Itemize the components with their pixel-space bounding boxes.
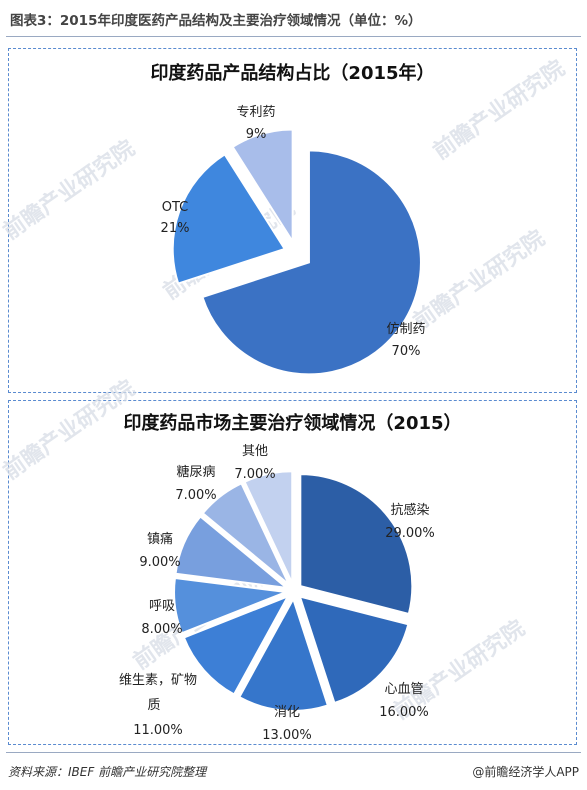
chart-panel-2: 印度药品市场主要治疗领域情况（2015） <box>8 400 577 745</box>
pie-2-slice-2-4 <box>182 594 291 696</box>
pie-2-value-label: 16.00% <box>379 705 429 720</box>
pie-2-value-label: 7.00% <box>234 467 275 482</box>
pie-2-value-label: 29.00% <box>385 526 435 541</box>
chart-panel-1: 印度药品产品结构占比（2015年） <box>8 48 577 393</box>
pie-2-category-label: 其他 <box>242 444 268 459</box>
pie-1-value-label: 70% <box>392 344 421 359</box>
pie-2-category-label: 心血管 <box>384 682 423 697</box>
pie-2-slice-2-2 <box>298 595 410 705</box>
watermark-text: 前瞻产业研究院 <box>429 55 570 165</box>
pie-2-category-label-cont: 质 <box>147 698 160 713</box>
pie-1-slice-1-3 <box>231 128 294 245</box>
pie-1-category-label: 仿制药 <box>386 322 425 337</box>
pie-1-slice-1-1 <box>201 149 422 376</box>
pie-2-category-label: 维生素，矿物 <box>119 673 197 688</box>
pie-2-slice-2-3 <box>237 596 330 712</box>
bottom-rule <box>6 752 581 753</box>
watermark-text: 前瞻产业研究院 <box>0 135 140 245</box>
pie-chart-2: 抗感染 29.00% 心血管 16.00% 消化 13.00% 维生素，矿物质 11.00% 呼… <box>119 444 435 743</box>
pie-chart-1: 仿制药 70% OTC 21% 专利药 9% <box>161 105 426 376</box>
pie-1-category-label: 专利药 <box>236 105 275 120</box>
pie-2-value-label: 8.00% <box>141 622 182 637</box>
pie-2-value-label: 11.00% <box>133 723 183 738</box>
figure-title: 图表3：2015年印度医药产品结构及主要治疗领域情况（单位：%） <box>10 13 422 29</box>
watermark-text: 前瞻产业研究院 <box>409 225 550 335</box>
pie-2-category-label: 糖尿病 <box>176 464 215 480</box>
source-note: 资料来源：IBEF 前瞻产业研究院整理 <box>8 765 207 779</box>
chart-1-title: 印度药品产品结构占比（2015年） <box>150 63 435 84</box>
pie-2-value-label: 13.00% <box>262 728 312 743</box>
pie-1-slice-1-2 <box>171 152 287 285</box>
credit-note: @前瞻经济学人APP <box>472 765 579 779</box>
pie-1-category-label: OTC <box>162 200 189 215</box>
pie-2-category-label: 抗感染 <box>390 502 429 518</box>
pie-2-slice-2-5 <box>173 576 287 635</box>
pie-2-value-label: 9.00% <box>139 555 180 570</box>
pie-1-value-label: 9% <box>246 127 267 142</box>
pie-2-category-label: 镇痛 <box>147 531 173 547</box>
pie-2-slice-2-8 <box>243 470 294 584</box>
watermark-text: 前瞻产业研究院 <box>0 375 140 485</box>
pie-2-slice-2-6 <box>174 515 290 590</box>
top-rule <box>6 36 581 37</box>
pie-2-category-label: 消化 <box>274 705 300 720</box>
pie-1-value-label: 21% <box>161 221 190 236</box>
pie-2-value-label: 7.00% <box>175 488 216 503</box>
pie-2-slice-2-7 <box>201 482 291 586</box>
pie-2-slice-2-1 <box>299 473 414 616</box>
pie-2-category-label: 呼吸 <box>149 599 175 614</box>
chart-2-title: 印度药品市场主要治疗领域情况（2015） <box>123 413 462 434</box>
